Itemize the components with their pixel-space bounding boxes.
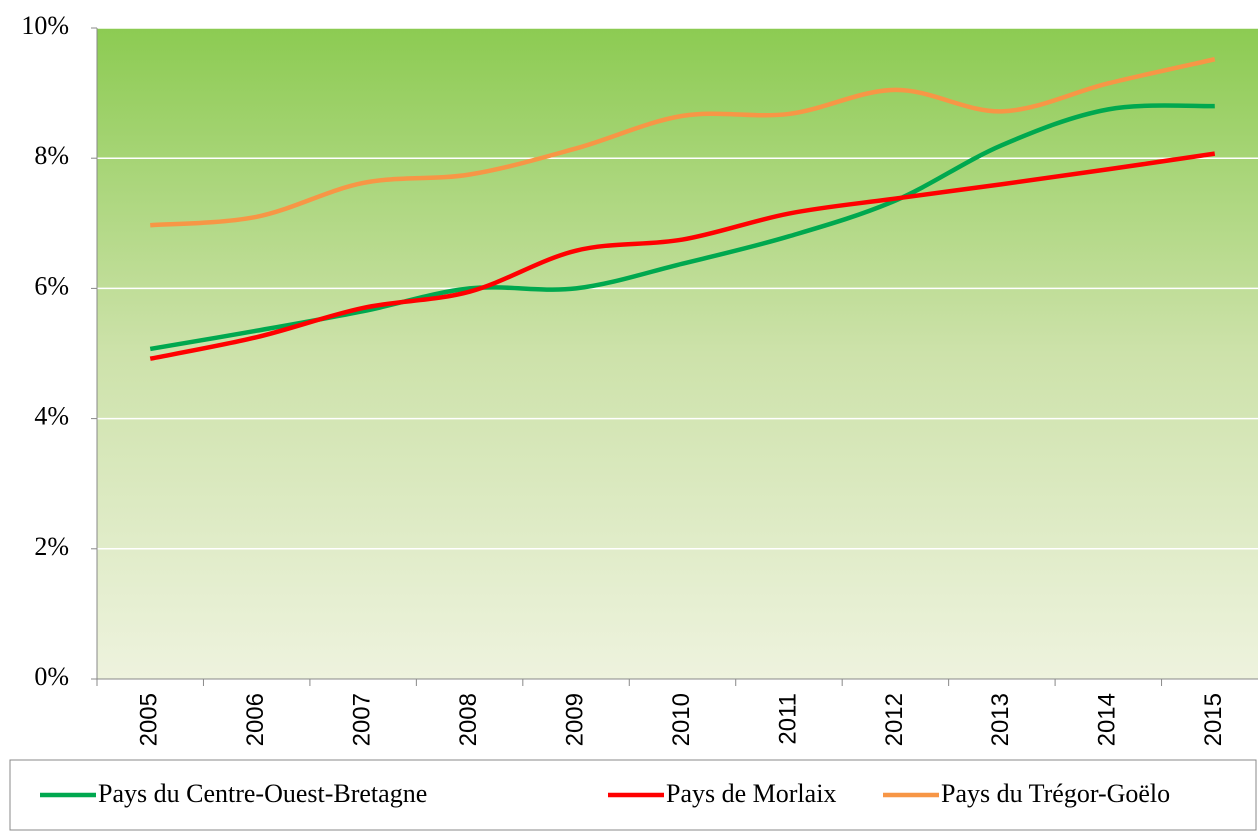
x-tick-label: 2010 (668, 693, 695, 746)
x-tick-label: 2014 (1094, 693, 1121, 746)
x-tick-label: 2005 (136, 693, 163, 746)
y-tick-label: 10% (21, 11, 69, 40)
legend-label: Pays de Morlaix (666, 779, 836, 808)
x-tick-label: 2006 (242, 693, 269, 746)
x-tick-label: 2007 (348, 693, 375, 746)
x-tick-label: 2008 (455, 693, 482, 746)
y-tick-label: 4% (34, 402, 69, 431)
x-tick-label: 2012 (881, 693, 908, 746)
line (150, 57, 1216, 228)
y-tick-label: 6% (34, 271, 69, 300)
line (149, 151, 1216, 361)
plot-area (97, 28, 1258, 679)
y-tick-label: 0% (34, 662, 69, 691)
x-tick-label: 2013 (987, 693, 1014, 746)
x-tick-label: 2009 (561, 693, 588, 746)
x-tick-label: 2015 (1200, 693, 1227, 746)
x-tick-label: 2011 (774, 693, 801, 745)
y-tick-label: 8% (34, 141, 69, 170)
legend-label: Pays du Trégor-Goëlo (941, 779, 1170, 808)
legend-label: Pays du Centre-Ouest-Bretagne (98, 779, 427, 808)
y-tick-label: 2% (34, 532, 69, 561)
